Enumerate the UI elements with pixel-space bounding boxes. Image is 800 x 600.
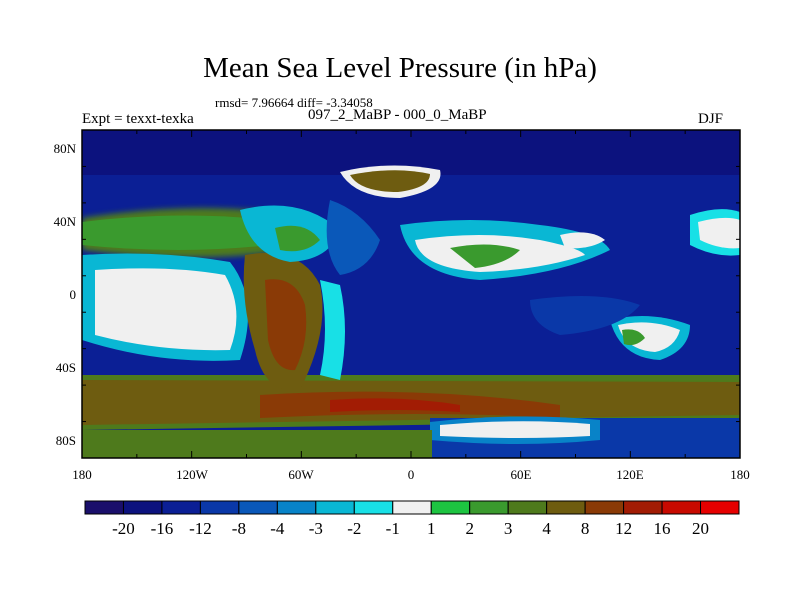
lat-label-0: 0 xyxy=(70,287,77,302)
colorbar-label: 2 xyxy=(465,519,474,538)
colorbar-swatch xyxy=(276,500,317,515)
colorbar-label: 16 xyxy=(654,519,671,538)
colorbar-swatch xyxy=(315,500,355,515)
colorbar-swatch xyxy=(700,500,740,515)
colorbar-swatch xyxy=(122,500,163,515)
colorbar-label: -12 xyxy=(189,519,212,538)
longitude-labels: 180 120W 60W 0 60E 120E 180 xyxy=(72,467,750,482)
colorbar-swatch xyxy=(430,500,471,515)
colorbar-swatch xyxy=(392,500,432,515)
lat-label-40s: 40S xyxy=(56,360,76,375)
map-title: Mean Sea Level Pressure (in hPa) xyxy=(203,52,597,84)
lat-label-80n: 80N xyxy=(54,141,77,156)
stats-label: rmsd= 7.96664 diff= -3.34058 xyxy=(215,95,373,110)
colorbar: -20 -16 -12 -8 -4 -3 -2 -1 1 2 3 4 8 12 16 20 xyxy=(84,500,740,538)
experiment-label: Expt = texxt-texka xyxy=(82,111,194,127)
lat-label-40n: 40N xyxy=(54,214,77,229)
lat-label-80s: 80S xyxy=(56,433,76,448)
latitude-labels: 80N 40N 0 40S 80S xyxy=(54,141,77,448)
colorbar-label: -16 xyxy=(151,519,174,538)
colorbar-swatch xyxy=(84,500,124,515)
colorbar-label: 12 xyxy=(615,519,632,538)
lon-label-60w: 60W xyxy=(288,467,314,482)
colorbar-swatch xyxy=(546,500,586,515)
lon-label-0: 0 xyxy=(408,467,415,482)
lon-label-60e: 60E xyxy=(511,467,532,482)
season-label: DJF xyxy=(698,111,724,127)
colorbar-swatch xyxy=(584,500,625,515)
colorbar-label: 20 xyxy=(692,519,709,538)
colorbar-label: 4 xyxy=(542,519,551,538)
colorbar-label: -2 xyxy=(347,519,361,538)
colorbar-swatch xyxy=(199,500,240,515)
colorbar-swatch xyxy=(238,500,278,515)
colorbar-label: -3 xyxy=(309,519,323,538)
colorbar-swatch xyxy=(161,500,201,515)
pressure-field xyxy=(82,130,740,458)
colorbar-label: -8 xyxy=(232,519,246,538)
colorbar-label: -1 xyxy=(386,519,400,538)
lon-label-180e: 180 xyxy=(730,467,750,482)
colorbar-label: 3 xyxy=(504,519,513,538)
colorbar-label: -4 xyxy=(270,519,285,538)
colorbar-swatch xyxy=(661,500,702,515)
colorbar-swatch xyxy=(623,500,663,515)
colorbar-label: 8 xyxy=(581,519,590,538)
colorbar-swatch xyxy=(507,500,548,515)
colorbar-label: -20 xyxy=(112,519,135,538)
period-label: 097_2_MaBP - 000_0_MaBP xyxy=(308,107,487,123)
lon-label-180w: 180 xyxy=(72,467,92,482)
axis-ticks xyxy=(81,129,741,459)
lon-label-120w: 120W xyxy=(176,467,209,482)
colorbar-swatch xyxy=(469,500,509,515)
colorbar-swatch xyxy=(353,500,394,515)
colorbar-label: 1 xyxy=(427,519,436,538)
lon-label-120e: 120E xyxy=(616,467,644,482)
